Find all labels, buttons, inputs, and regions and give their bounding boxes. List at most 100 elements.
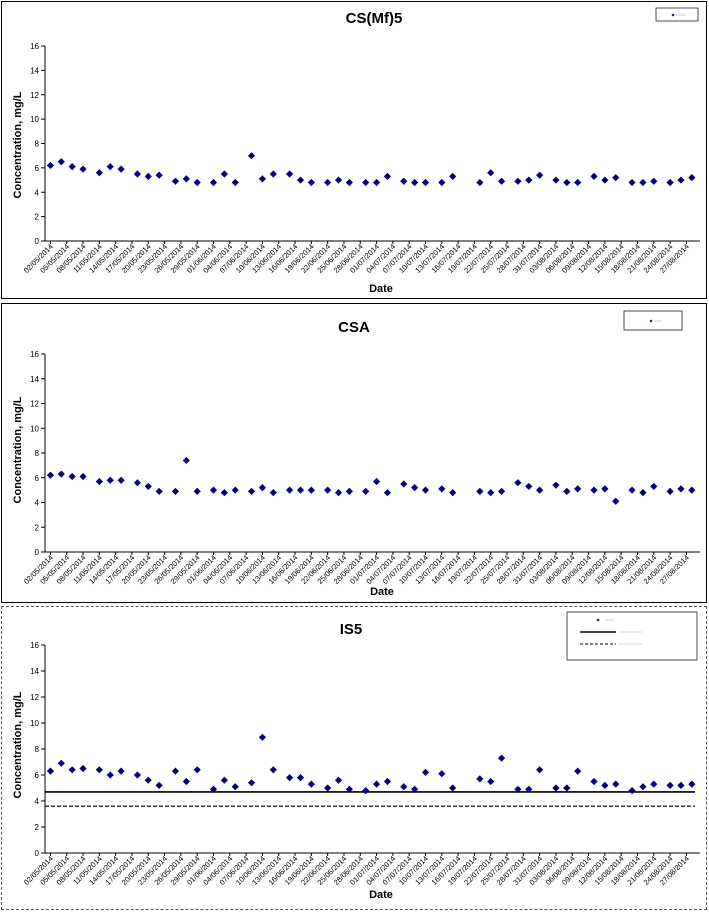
y-tick-label: 12 (30, 400, 39, 409)
data-point (650, 177, 658, 185)
data-point (639, 489, 647, 497)
data-point (628, 486, 636, 494)
y-tick-label: 10 (30, 115, 39, 124)
data-point (57, 158, 65, 166)
legend (566, 611, 698, 661)
data-point (231, 178, 239, 187)
y-tick-label: 6 (35, 474, 40, 483)
data-point (400, 480, 408, 488)
data-point (476, 775, 484, 783)
data-point (144, 172, 152, 181)
data-point (95, 766, 103, 774)
y-tick-label: 14 (30, 667, 39, 676)
data-point (677, 781, 685, 789)
y-tick-label: 10 (30, 719, 39, 728)
data-point (269, 489, 277, 497)
data-point (601, 781, 609, 789)
data-point (372, 178, 381, 187)
data-point (612, 497, 620, 505)
data-point (449, 784, 457, 792)
chart-csa: CSA Concentration, mg/L Date 0 2 4 6 8 10 12 14… (12, 310, 700, 598)
data-point (563, 784, 571, 792)
data-point (438, 178, 446, 187)
data-point (79, 472, 87, 481)
data-point (133, 771, 142, 779)
data-point (574, 178, 582, 187)
data-point (106, 163, 114, 171)
data-point (383, 777, 392, 786)
data-point (677, 485, 685, 493)
data-point (220, 489, 228, 497)
x-axis-title: Date (370, 586, 394, 598)
legend-marker (649, 319, 653, 323)
data-point (231, 783, 239, 791)
data-point (666, 781, 674, 789)
data-point (536, 486, 544, 494)
data-point (258, 484, 267, 492)
data-point (68, 163, 76, 171)
data-point (46, 471, 55, 479)
data-point (79, 764, 87, 773)
y-tick-label: 8 (35, 449, 40, 458)
chart-is5: IS5 Concentration, mg/L Date 0 2 4 6 8 10 12 14… (12, 611, 700, 901)
data-point (193, 766, 201, 774)
data-point (438, 485, 446, 493)
data-point (296, 176, 305, 184)
data-point (258, 175, 267, 183)
data-point (220, 776, 228, 784)
data-point (247, 779, 256, 787)
data-point (324, 486, 332, 494)
data-point (400, 177, 408, 185)
data-point (590, 486, 598, 494)
y-tick-label: 10 (30, 424, 39, 433)
data-point (133, 170, 142, 178)
data-point (497, 487, 506, 495)
data-point (476, 178, 484, 187)
data-point (79, 165, 87, 173)
data-point (193, 178, 201, 187)
data-point (324, 178, 332, 187)
y-tick-label: 4 (35, 797, 40, 806)
y-tick-label: 12 (30, 693, 39, 702)
data-point (628, 787, 636, 795)
data-point (628, 178, 636, 187)
data-point (334, 176, 343, 184)
legend (623, 310, 683, 331)
data-point (525, 785, 533, 793)
data-point (476, 487, 484, 495)
data-point (574, 485, 582, 493)
y-axis-title: Concentration, mg/L (12, 691, 24, 798)
data-point (677, 176, 685, 184)
data-point (95, 169, 103, 177)
data-point (209, 178, 218, 187)
data-point (362, 487, 370, 495)
legend-marker (596, 618, 600, 622)
data-point (514, 177, 522, 185)
chart-title: IS5 (340, 621, 363, 638)
data-point (182, 175, 190, 183)
data-point (650, 780, 658, 788)
data-point (612, 174, 620, 182)
data-point (144, 482, 152, 491)
data-point (487, 169, 495, 177)
x-axis-title: Date (369, 889, 393, 901)
data-point (639, 178, 647, 187)
data-point (231, 486, 239, 494)
data-point (421, 178, 430, 187)
data-point (57, 470, 65, 478)
data-point (209, 785, 218, 793)
data-point (171, 177, 180, 185)
data-point (106, 771, 114, 779)
data-point (171, 487, 180, 495)
data-point (220, 170, 228, 178)
data-point (421, 768, 430, 776)
data-point (552, 481, 560, 489)
data-point (182, 456, 190, 465)
data-point (307, 178, 315, 187)
plot-area: 024681012141602/05/201405/05/201408/05/2… (22, 641, 700, 887)
y-tick-label: 6 (35, 771, 40, 780)
data-point (345, 178, 353, 187)
data-point (650, 482, 658, 491)
data-point (117, 767, 125, 775)
chart-panel-is5: IS5 Concentration, mg/L Date 0 2 4 6 8 10 12 14… (1, 606, 707, 910)
